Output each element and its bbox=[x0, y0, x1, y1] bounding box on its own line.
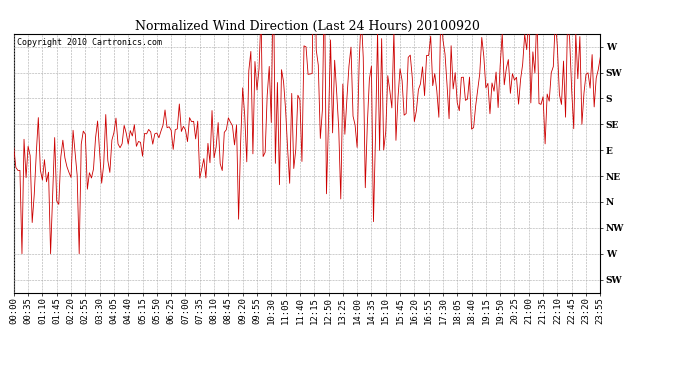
Text: Copyright 2010 Cartronics.com: Copyright 2010 Cartronics.com bbox=[17, 38, 161, 46]
Title: Normalized Wind Direction (Last 24 Hours) 20100920: Normalized Wind Direction (Last 24 Hours… bbox=[135, 20, 480, 33]
